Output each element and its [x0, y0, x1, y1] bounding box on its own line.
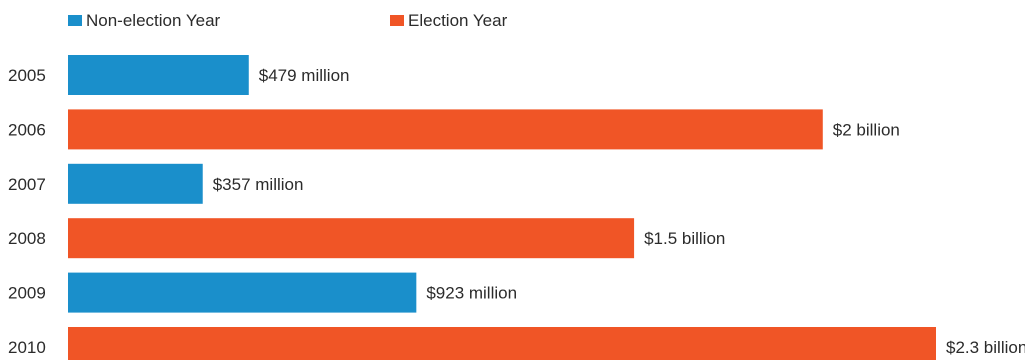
legend-swatch-election-year: [390, 15, 404, 26]
data-label-2010: $2.3 billion: [946, 338, 1025, 357]
y-tick-label-2010: 2010: [8, 338, 46, 357]
legend-swatch-non-election-year: [68, 15, 82, 26]
y-tick-label-2005: 2005: [8, 66, 46, 85]
bar-2008: [68, 218, 635, 259]
bar-2010: [68, 327, 936, 360]
legend-label-non-election-year: Non-election Year: [86, 11, 221, 30]
data-label-2005: $479 million: [259, 66, 350, 85]
legend: Non-election Year Election Year: [68, 11, 508, 30]
y-tick-label-2007: 2007: [8, 175, 46, 194]
y-tick-label-2008: 2008: [8, 229, 46, 248]
y-tick-label-2009: 2009: [8, 284, 46, 303]
bars-group: 2005 $479 million 2006 $2 billion 2007 $357 m…: [8, 55, 1025, 360]
bar-2005: [68, 55, 249, 95]
bar-2009: [68, 272, 417, 313]
bar-2007: [68, 163, 203, 204]
data-label-2009: $923 million: [426, 284, 517, 303]
legend-label-election-year: Election Year: [408, 11, 508, 30]
data-label-2006: $2 billion: [833, 120, 900, 139]
data-label-2007: $357 million: [213, 175, 304, 194]
data-label-2008: $1.5 billion: [644, 229, 725, 248]
bar-2006: [68, 109, 823, 150]
y-tick-label-2006: 2006: [8, 120, 46, 139]
